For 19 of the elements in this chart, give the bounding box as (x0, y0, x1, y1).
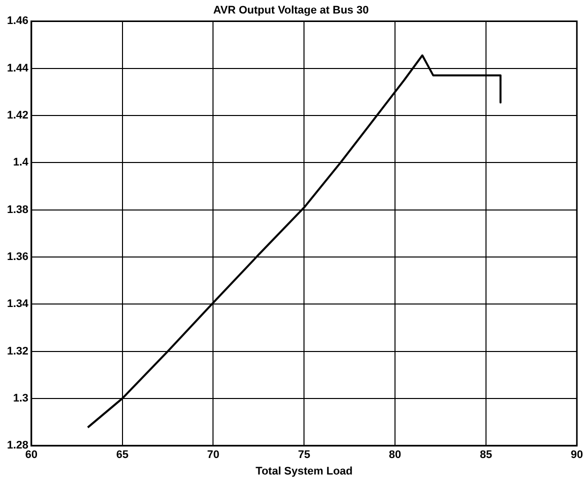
x-axis-title: Total System Load (256, 465, 353, 478)
x-tick-label: 70 (207, 449, 220, 462)
x-tick-label: 90 (570, 449, 584, 462)
y-tick-label: 1.28 (6, 440, 28, 452)
y-tick-label: 1.38 (6, 204, 28, 216)
x-tick-label: 85 (480, 449, 492, 462)
x-tick-label: 80 (388, 449, 402, 462)
chart-title: AVR Output Voltage at Bus 30 (213, 4, 369, 17)
y-tick-label: 1.42 (6, 110, 28, 122)
y-tick-label: 1.34 (6, 298, 30, 310)
x-tick-label: 65 (116, 449, 128, 462)
y-tick-label: 1.46 (6, 15, 28, 28)
y-tick-label: 1.44 (6, 62, 30, 74)
y-tick-label: 1.36 (6, 251, 28, 264)
y-tick-label: 1.3 (13, 392, 28, 404)
y-tick-label: 1.4 (13, 156, 30, 169)
x-tick-label: 75 (298, 449, 310, 462)
x-tick-label: 60 (25, 449, 38, 462)
y-tick-label: 1.32 (6, 345, 28, 358)
